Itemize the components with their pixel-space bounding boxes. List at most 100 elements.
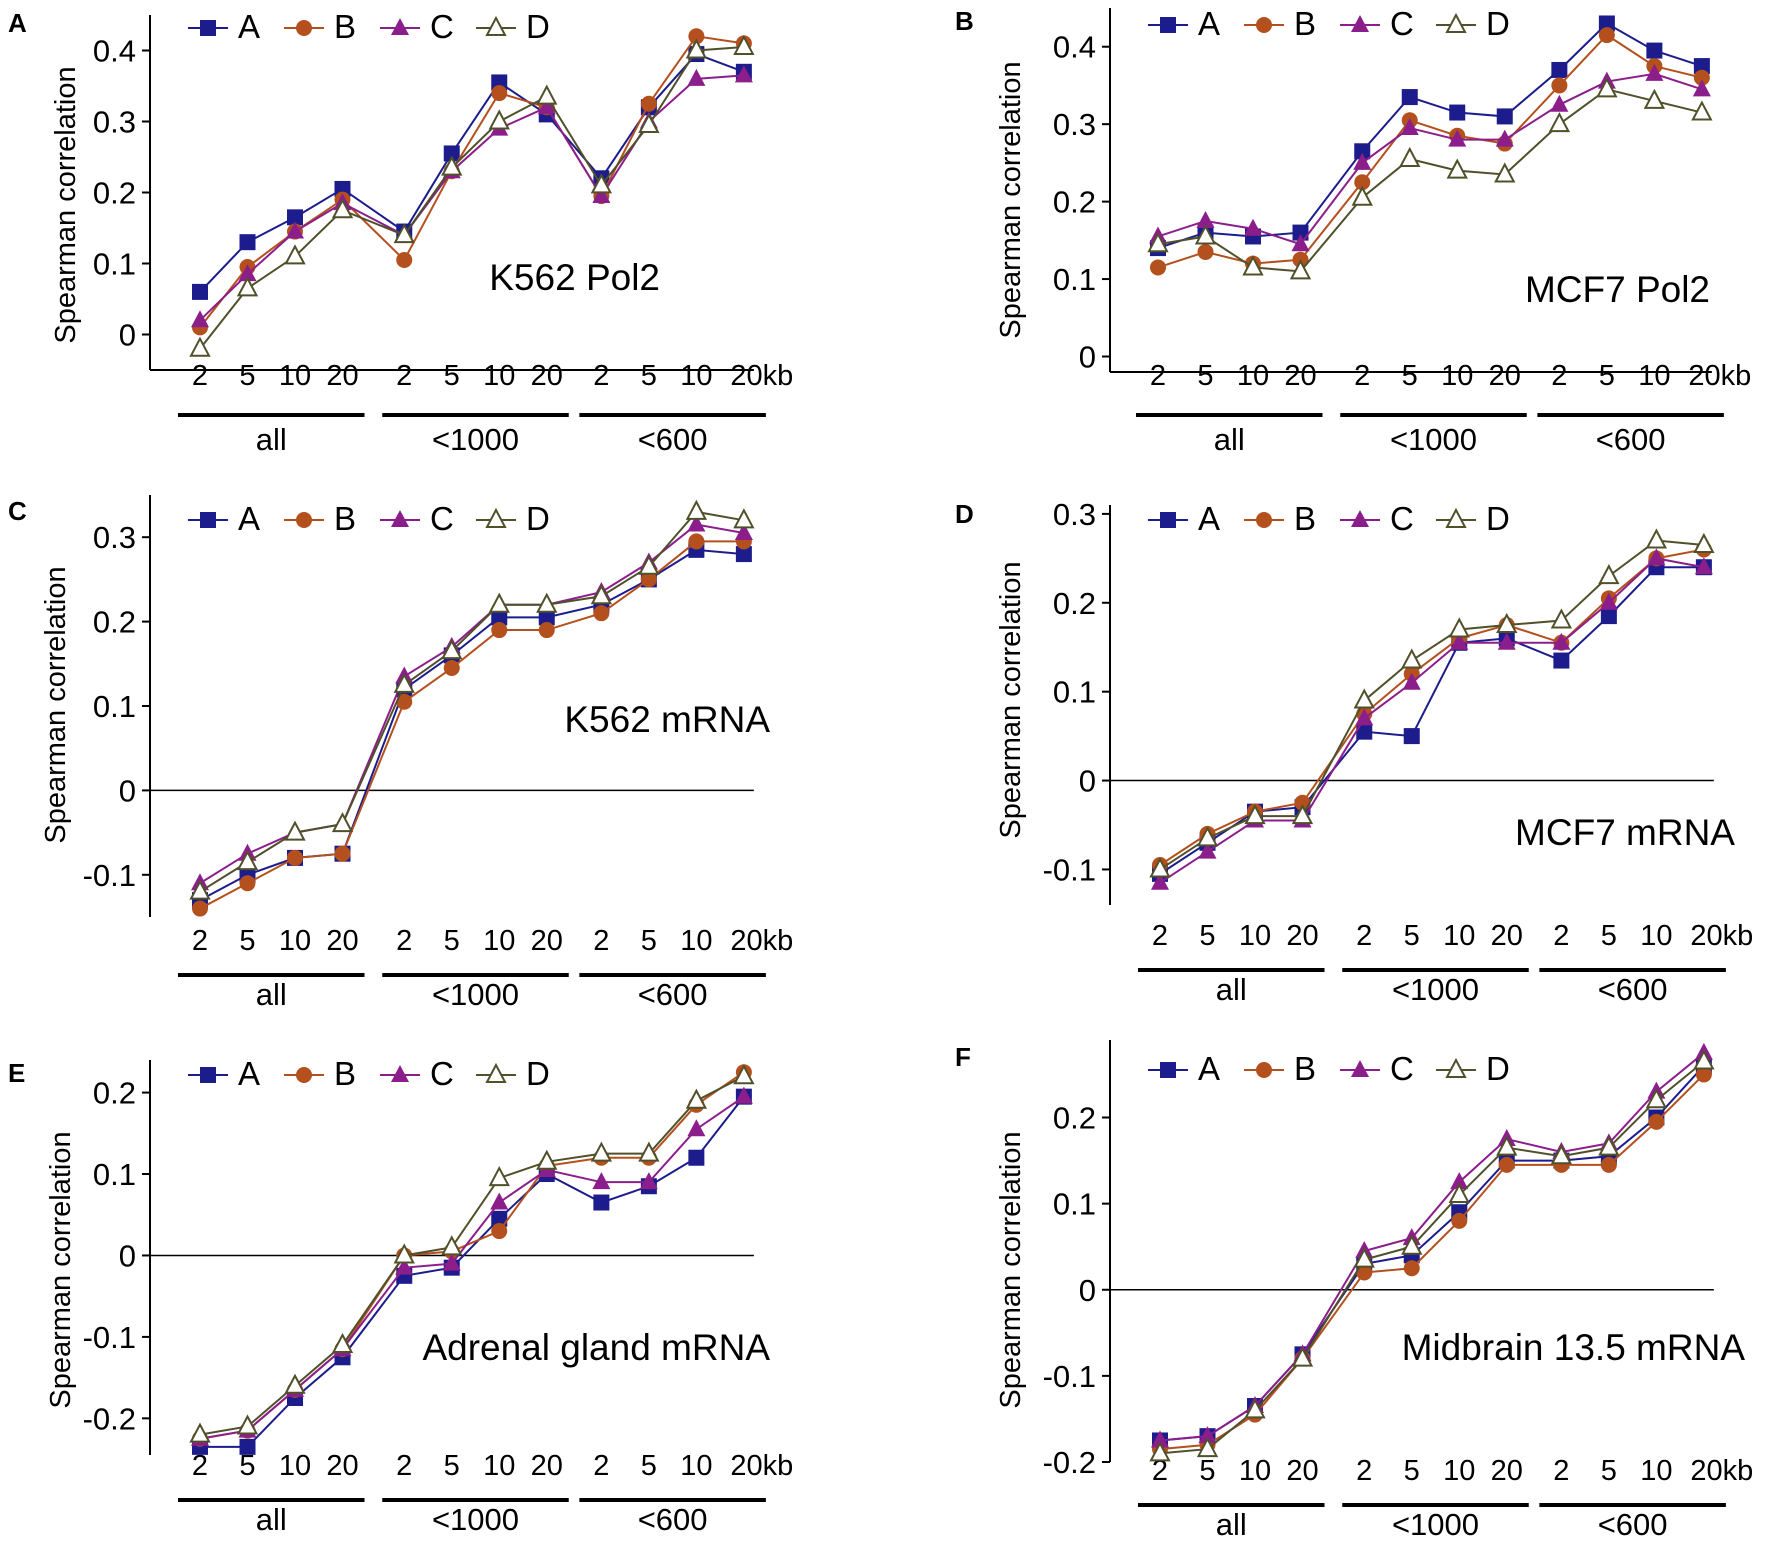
data-point-a (1553, 652, 1570, 669)
legend-marker-d (1445, 507, 1467, 528)
legend-marker-c (391, 18, 409, 35)
data-point-d (1550, 608, 1573, 629)
group-label: <1000 (1390, 422, 1477, 457)
y-tick-label: 0.3 (1053, 497, 1096, 532)
data-point-a (1551, 61, 1568, 78)
x-tick-label: 5 (1199, 920, 1215, 952)
data-point-d (638, 112, 660, 134)
data-point-d (331, 1332, 354, 1354)
data-point-c (1353, 152, 1372, 170)
data-point-c (1599, 592, 1618, 610)
y-axis-label: Spearman correlation (995, 1131, 1027, 1408)
legend-marker-b (1256, 512, 1272, 528)
data-point-d (189, 1422, 211, 1443)
data-point-a (239, 234, 256, 251)
group-label: all (256, 422, 287, 457)
x-tick-label: 10 (1441, 360, 1473, 392)
y-tick-label: 0.3 (93, 520, 136, 555)
data-point-d (331, 812, 354, 833)
legend-label: A (1198, 500, 1220, 537)
panel-letter: F (955, 1042, 971, 1072)
data-point-b (1498, 1156, 1515, 1173)
x-tick-label: 2 (1356, 1455, 1372, 1487)
legend-label: A (238, 8, 260, 45)
group-label: <600 (1598, 1507, 1668, 1542)
legend-label: C (1390, 500, 1414, 537)
x-tick-label: 10 (1640, 920, 1672, 952)
legend-label: A (238, 1055, 260, 1092)
x-tick-label: 20 (531, 360, 563, 392)
data-point-b (491, 85, 508, 102)
group-label: <1000 (432, 1502, 519, 1537)
x-tick-label: 10 (680, 360, 712, 392)
group-label: <600 (638, 977, 708, 1012)
x-tick-label: 10 (1640, 1455, 1672, 1487)
data-point-d (1645, 1088, 1668, 1109)
legend-marker-b (1256, 1062, 1272, 1078)
x-tick-label: 20 (1286, 1455, 1318, 1487)
data-point-b (1197, 243, 1214, 260)
data-point-c (687, 1119, 706, 1137)
x-tick-label: 2 (396, 360, 412, 392)
x-tick-label: 20 (326, 925, 358, 957)
data-point-b (443, 660, 460, 677)
data-point-b (1150, 259, 1166, 276)
y-tick-label: 0.3 (1053, 107, 1096, 142)
data-point-a (593, 1194, 610, 1211)
data-point-d (236, 1414, 259, 1435)
data-point-d (536, 84, 558, 105)
data-point-d (1494, 162, 1516, 183)
data-point-b (334, 845, 351, 862)
x-tick-label: 20 (326, 360, 358, 392)
data-point-c (1450, 632, 1469, 650)
x-tick-label: 5 (1601, 1455, 1617, 1487)
legend-marker-c (391, 510, 409, 527)
legend-marker-d (1445, 1057, 1467, 1078)
data-point-b (396, 251, 413, 268)
data-point-c (1495, 129, 1514, 147)
data-point-d (590, 173, 613, 194)
y-tick-label: 0.1 (1053, 1187, 1096, 1222)
data-point-b (1600, 1156, 1617, 1173)
data-point-b (192, 900, 208, 917)
legend-marker-a (200, 1067, 216, 1083)
data-point-c (1402, 672, 1421, 690)
legend-label: D (526, 1055, 550, 1092)
y-axis-label: Spearman correlation (995, 561, 1027, 838)
x-tick-label: 5 (641, 925, 657, 957)
x-tick-label: 20kb (1688, 360, 1751, 392)
data-point-d (1448, 1182, 1470, 1204)
series-line-b (199, 35, 745, 329)
data-point-d (1496, 1135, 1518, 1156)
data-point-d (1448, 617, 1470, 638)
data-point-a (1449, 104, 1466, 121)
data-point-d (189, 879, 211, 900)
legend-label: D (1486, 5, 1510, 42)
data-point-d (1351, 185, 1373, 206)
data-point-a (1354, 143, 1371, 160)
data-point-c (1645, 63, 1664, 81)
x-tick-label: 5 (444, 925, 460, 957)
x-tick-label: 20 (326, 1450, 358, 1482)
legend-label: B (334, 8, 356, 45)
data-point-c (442, 1253, 461, 1271)
data-point-a (1646, 42, 1663, 59)
y-tick-label: 0.1 (93, 1157, 136, 1192)
series-line-b (1157, 33, 1703, 269)
data-point-c (592, 186, 611, 204)
y-tick-label: 0.1 (1053, 675, 1096, 710)
data-point-b (1695, 1066, 1712, 1083)
group-label: <600 (638, 1502, 708, 1537)
data-point-d (393, 1243, 415, 1264)
data-point-c (1692, 79, 1711, 97)
x-tick-label: 20 (531, 925, 563, 957)
y-tick-label: 0.1 (1053, 262, 1096, 297)
data-point-c (490, 1192, 509, 1210)
data-point-d (1496, 612, 1518, 633)
data-point-d (590, 584, 613, 605)
legend-marker-d (485, 507, 507, 528)
data-point-c (1151, 1430, 1169, 1448)
data-point-c (286, 221, 304, 239)
